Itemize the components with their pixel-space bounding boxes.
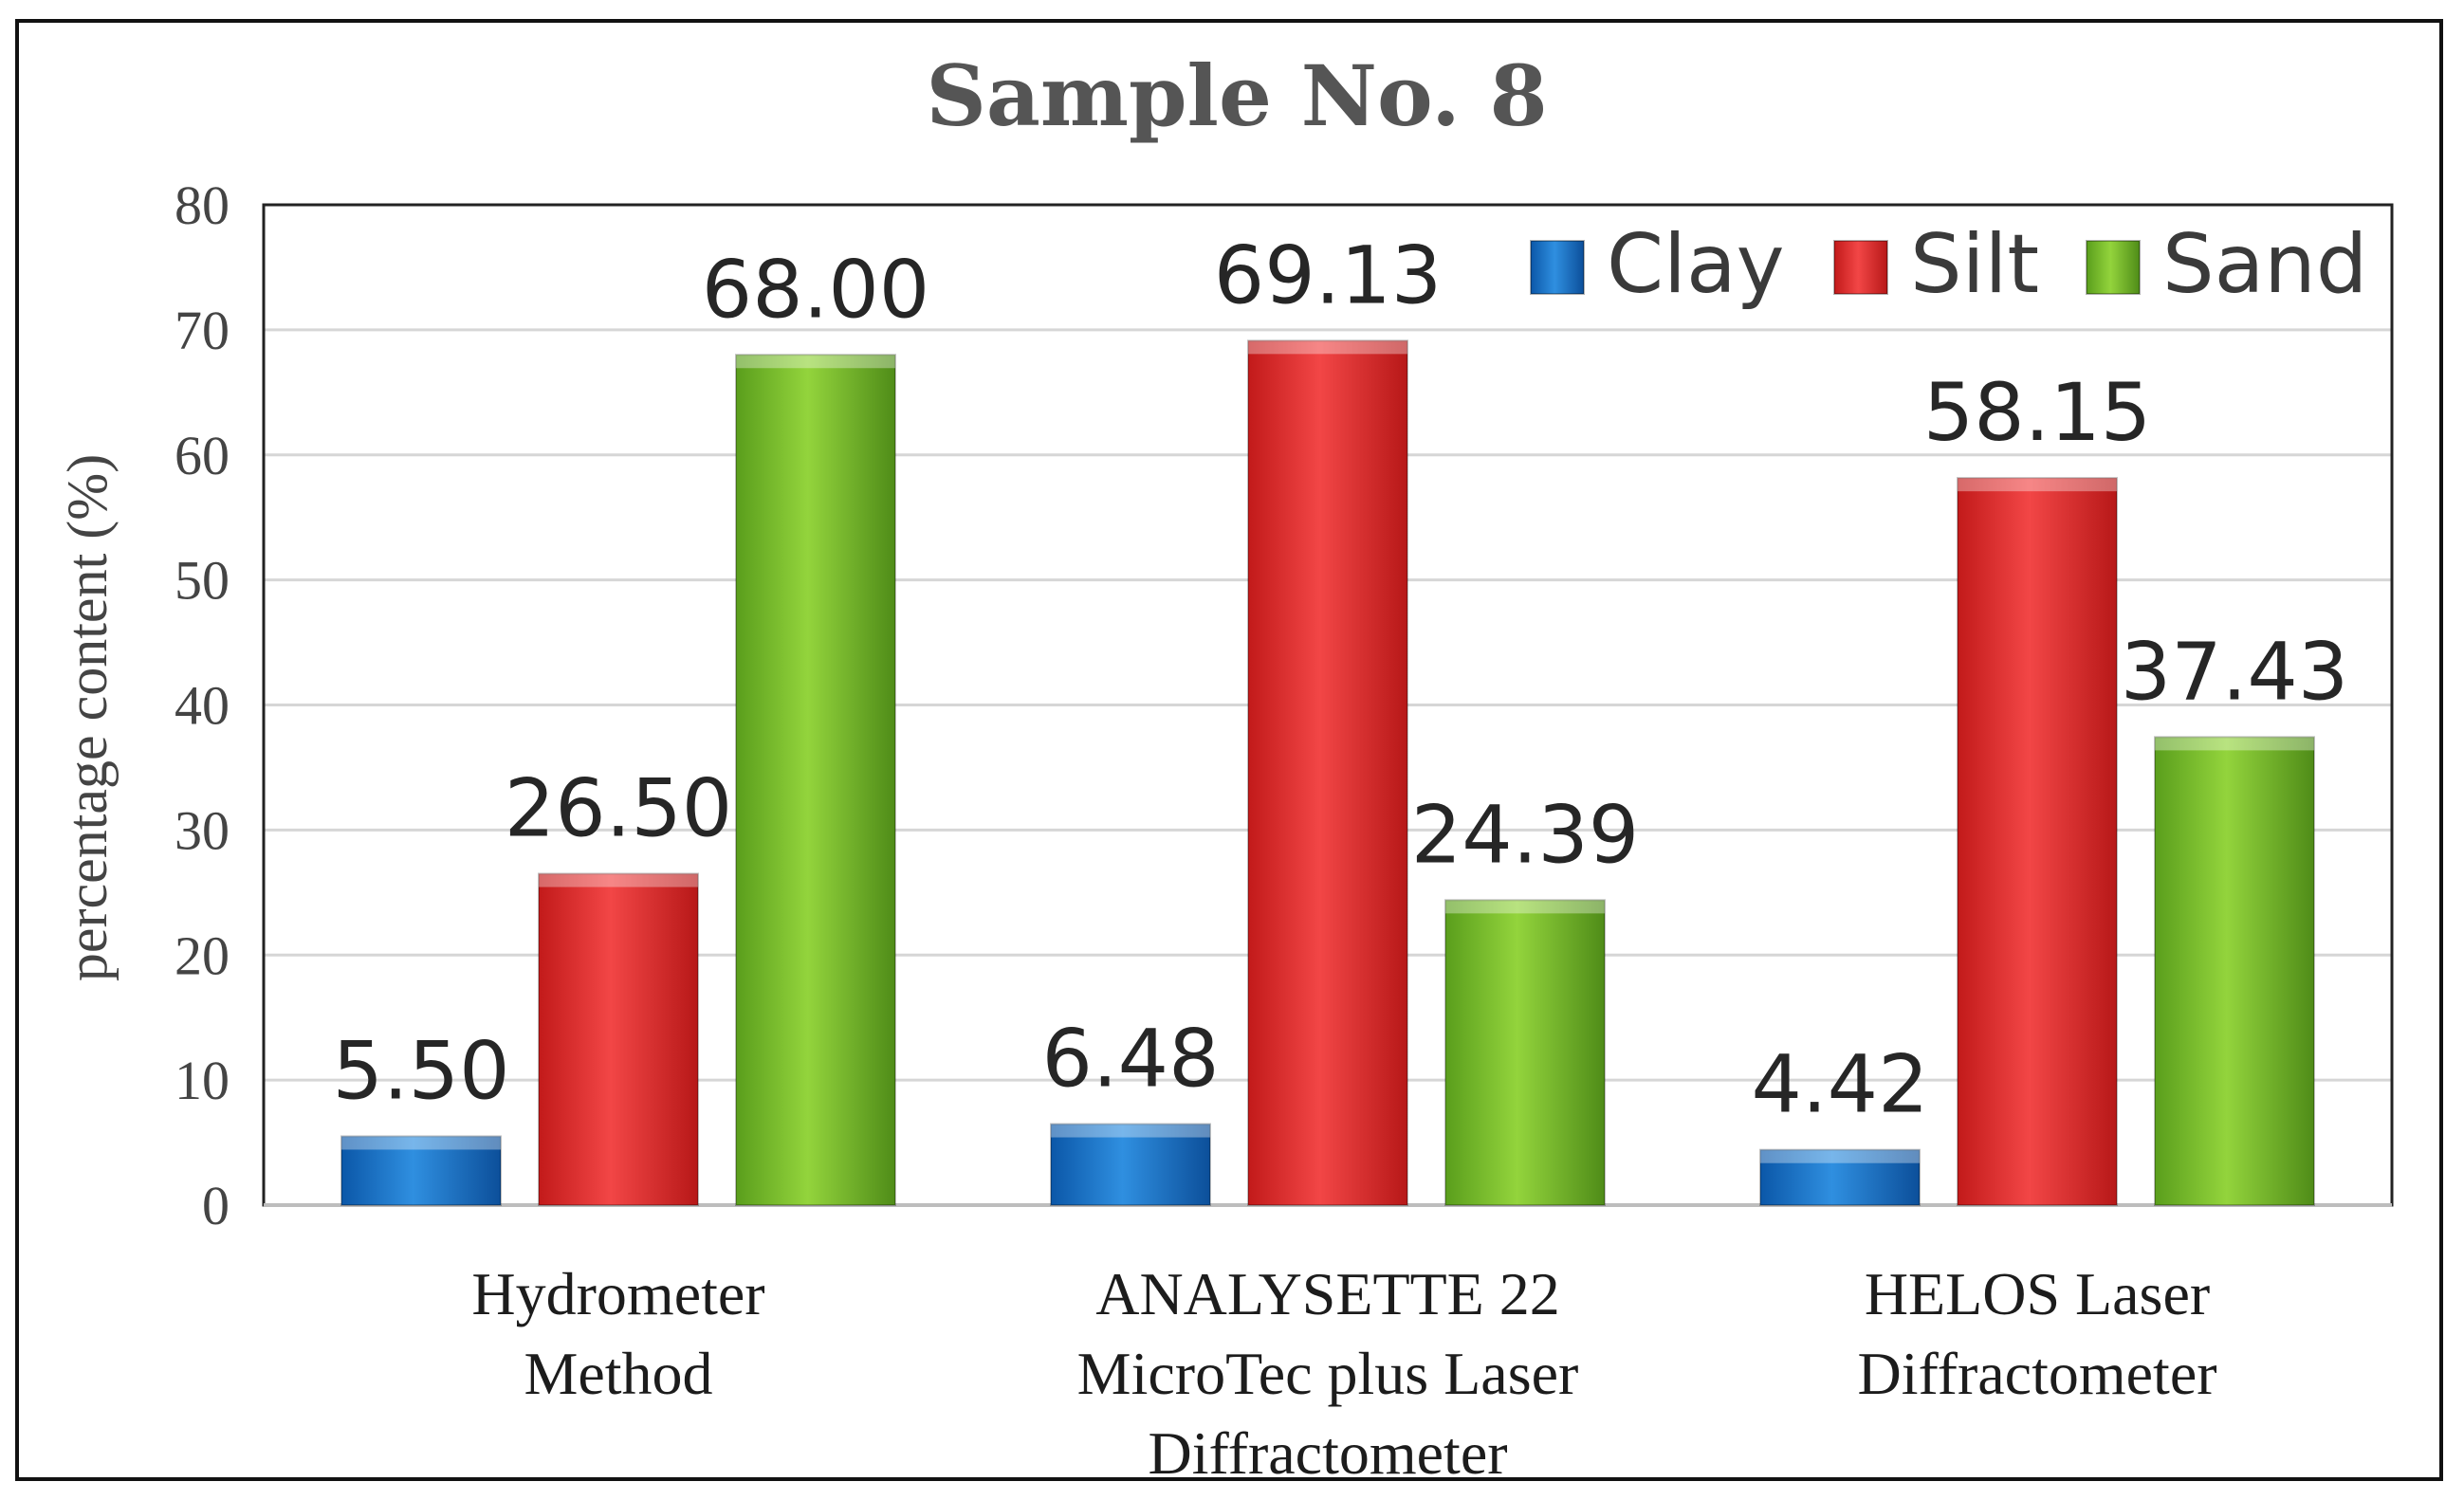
x-category-label: Diffractometer	[1148, 1419, 1507, 1477]
x-category-label: HELOS Laser	[1865, 1260, 2210, 1327]
bar-clay	[340, 1135, 502, 1206]
y-tick-label: 50	[175, 550, 230, 612]
bar-bevel	[539, 873, 698, 887]
data-label: 4.42	[1751, 1038, 1928, 1131]
data-label: 69.13	[1214, 229, 1442, 321]
y-tick-label: 40	[175, 675, 230, 737]
legend-label-sand: Sand	[2162, 217, 2367, 312]
data-label: 5.50	[332, 1024, 509, 1117]
bar-chart: Sample No. 8 percentage content (%) 0 10 2…	[56, 46, 2394, 1477]
bar-bevel	[1051, 1124, 1210, 1138]
bar-bevel	[1248, 340, 1407, 355]
x-category-label: Hydrometer	[471, 1260, 764, 1327]
legend-swatch-sand	[2086, 240, 2141, 295]
legend-swatch-silt	[1833, 240, 1888, 295]
data-label: 26.50	[505, 762, 732, 855]
x-category-label: Diffractometer	[1857, 1340, 2216, 1407]
bar-silt	[1247, 339, 1408, 1206]
y-tick-label: 30	[175, 799, 230, 861]
bar-silt	[1957, 477, 2118, 1207]
bar-sand	[2154, 736, 2315, 1206]
bar-bevel	[2155, 737, 2314, 751]
bar-bevel	[1958, 478, 2117, 492]
data-label: 37.43	[2121, 625, 2348, 718]
y-tick-label: 10	[175, 1050, 230, 1111]
y-axis-label: percentage content (%)	[56, 454, 119, 981]
bar-sand	[735, 354, 896, 1206]
bar-clay	[1050, 1123, 1211, 1207]
bar-silt	[538, 872, 699, 1206]
bar-clay	[1759, 1148, 1921, 1207]
x-category-label: MicroTec plus Laser	[1077, 1340, 1579, 1407]
bar-bevel	[1445, 900, 1605, 914]
y-tick-label: 0	[202, 1175, 230, 1236]
x-category-label: Method	[524, 1340, 712, 1407]
legend-swatch-clay	[1530, 240, 1585, 295]
legend-label-silt: Silt	[1910, 217, 2039, 312]
data-label: 58.15	[1923, 366, 2151, 459]
y-tick-label: 60	[175, 425, 230, 486]
legend-label-clay: Clay	[1607, 217, 1785, 312]
y-tick-label: 20	[175, 924, 230, 986]
y-tick-label: 70	[175, 300, 230, 361]
chart-title: Sample No. 8	[926, 46, 1547, 145]
bar-sand	[1444, 899, 1606, 1206]
bar-bevel	[341, 1136, 501, 1150]
chart-frame: Sample No. 8 percentage content (%) 0 10 2…	[15, 19, 2443, 1481]
x-category-label: ANALYSETTE 22	[1095, 1260, 1560, 1327]
bar-bevel	[1760, 1149, 1920, 1163]
bar-bevel	[736, 355, 895, 369]
data-label: 6.48	[1041, 1013, 1219, 1106]
y-tick-label: 80	[175, 174, 230, 236]
data-label: 24.39	[1411, 788, 1639, 881]
data-label: 68.00	[702, 243, 929, 336]
